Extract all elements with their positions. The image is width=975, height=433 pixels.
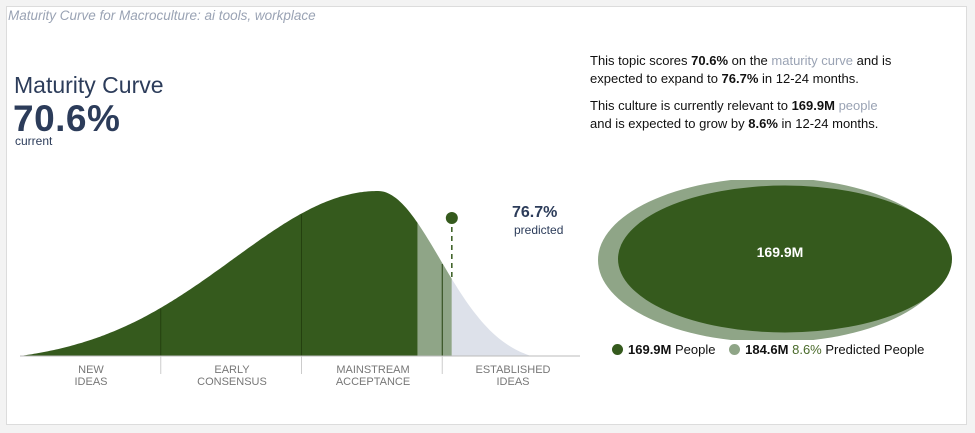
- summary-current-score: 70.6%: [691, 53, 729, 68]
- people-link[interactable]: people: [834, 98, 878, 113]
- maturity-summary: This topic scores 70.6% on the maturity …: [590, 52, 950, 88]
- legend-value: 184.6M: [745, 342, 789, 357]
- stage-label-line: IDEAS: [74, 376, 108, 388]
- kpi-label: Maturity Curve: [14, 72, 164, 98]
- curve-current-area: [20, 191, 418, 356]
- summary-text-part: on the: [728, 53, 772, 68]
- summary-predicted-score: 76.7%: [721, 71, 759, 86]
- stage-label-line: ESTABLISHED: [475, 364, 551, 376]
- predicted-value-label: 76.7%: [512, 204, 558, 221]
- legend-growth: 8.6%: [792, 342, 822, 357]
- summary-growth: 8.6%: [748, 116, 778, 131]
- curve-remaining-area: [451, 279, 583, 356]
- summary-people-count: 169.9M: [791, 98, 835, 113]
- stage-label-new-ideas: NEW IDEAS: [21, 364, 161, 388]
- legend-label: People: [675, 342, 716, 357]
- kpi-value: 70.6%: [13, 98, 121, 139]
- stage-dividers: [160, 214, 443, 356]
- summary-text-part: expected to expand to: [590, 71, 722, 86]
- summary-text-part: and is: [853, 53, 892, 68]
- maturity-curve-link[interactable]: maturity curve: [771, 53, 854, 68]
- stage-label-mainstream-acceptance: MAINSTREAM ACCEPTANCE: [303, 364, 443, 388]
- summary-text-part: This topic scores: [590, 53, 692, 68]
- stage-label-line: ACCEPTANCE: [335, 376, 411, 388]
- summary-text-part: in 12-24 months.: [758, 71, 859, 86]
- summary-text-part: This culture is currently relevant to: [590, 98, 792, 113]
- stage-label-line: EARLY: [214, 364, 250, 376]
- bubble-current-people: [618, 185, 952, 333]
- predicted-sublabel: predicted: [514, 223, 564, 237]
- baseline-ticks: [160, 356, 443, 374]
- summary-text-part: and is expected to grow by: [590, 116, 749, 131]
- stage-label-line: MAINSTREAM: [336, 364, 410, 376]
- legend-label: Predicted People: [825, 342, 925, 357]
- legend-item-people: 169.9M People: [612, 342, 719, 357]
- legend-dot-icon: [612, 344, 623, 355]
- bubble-center-label: 169.9M: [756, 244, 804, 260]
- stage-label-line: CONSENSUS: [197, 376, 267, 388]
- stage-label-early-consensus: EARLY CONSENSUS: [162, 364, 302, 388]
- stage-label-established-ideas: ESTABLISHED IDEAS: [443, 364, 583, 388]
- stage-label-line: IDEAS: [496, 376, 530, 388]
- curve-predicted-growth-area: [417, 222, 452, 356]
- people-bubble-chart: [598, 180, 952, 340]
- stage-label-line: NEW: [78, 364, 104, 376]
- bubble-legend: 169.9M People 184.6M 8.6% Predicted Peop…: [612, 342, 934, 357]
- legend-dot-icon: [729, 344, 741, 355]
- legend-value: 169.9M: [628, 342, 672, 357]
- legend-item-predicted-people: 184.6M 8.6% Predicted People: [729, 342, 924, 357]
- population-summary: This culture is currently relevant to 16…: [590, 97, 950, 133]
- chart-header-title: Maturity Curve for Macroculture: ai tool…: [8, 8, 316, 23]
- kpi-sublabel: current: [15, 134, 53, 148]
- summary-text: This topic scores 70.6% on the maturity …: [590, 52, 950, 142]
- summary-text-part: in 12-24 months.: [777, 116, 879, 131]
- predicted-marker-dot: [445, 212, 458, 224]
